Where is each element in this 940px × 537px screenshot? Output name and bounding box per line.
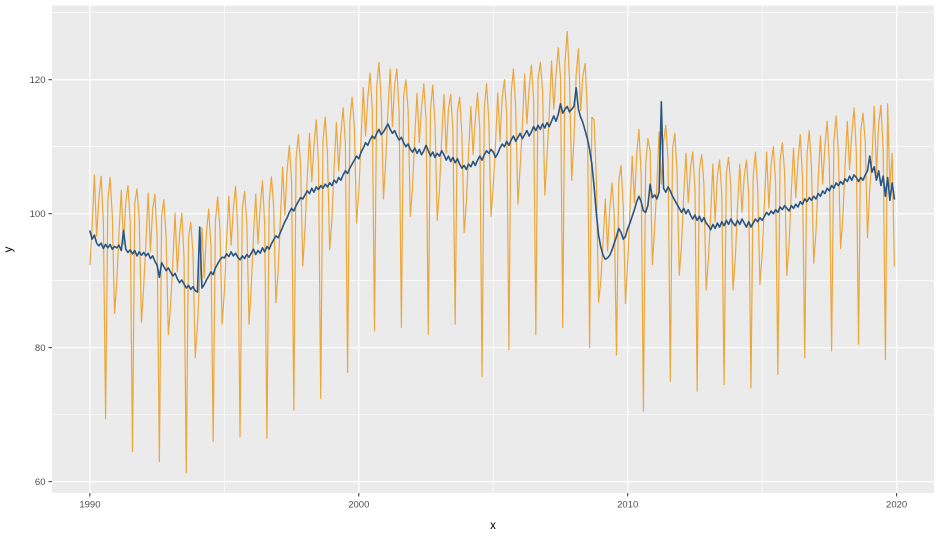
y-axis: 60 80 100 120 bbox=[30, 75, 52, 488]
series-blue-trend-line bbox=[89, 86, 896, 293]
y-tick-label: 100 bbox=[30, 209, 46, 220]
y-tick-label: 80 bbox=[35, 343, 46, 354]
y-axis-title: y bbox=[3, 246, 15, 252]
y-tick-label: 120 bbox=[30, 75, 46, 86]
series-orange-monthly-line bbox=[89, 30, 895, 474]
y-tick-label: 60 bbox=[35, 477, 46, 488]
x-tick-label: 2000 bbox=[348, 500, 369, 511]
x-axis-title: x bbox=[490, 520, 496, 532]
x-tick-label: 2010 bbox=[617, 500, 638, 511]
x-tick-label: 2020 bbox=[886, 500, 907, 511]
x-tick-label: 1990 bbox=[79, 500, 100, 511]
x-axis: 1990 2000 2010 2020 bbox=[79, 493, 907, 511]
